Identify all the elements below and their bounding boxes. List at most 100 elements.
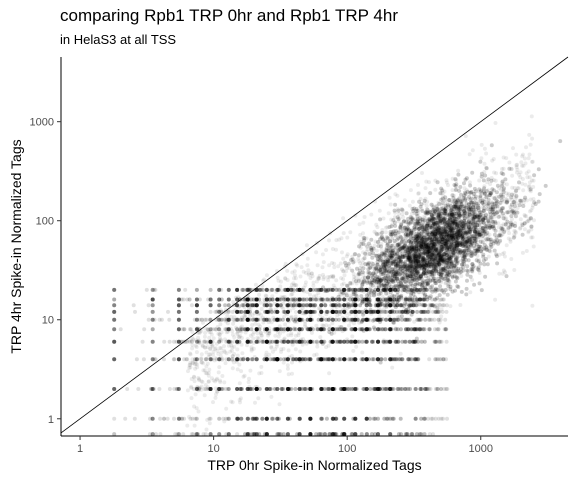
data-point <box>379 283 384 288</box>
data-point <box>475 253 480 258</box>
data-point <box>430 203 435 208</box>
data-point <box>204 357 209 362</box>
data-point <box>225 313 230 318</box>
data-point <box>496 221 501 226</box>
data-point <box>419 247 424 252</box>
data-point <box>397 264 402 269</box>
data-point <box>393 264 398 269</box>
data-point <box>399 293 404 298</box>
data-point <box>409 211 414 216</box>
data-point <box>375 240 380 244</box>
data-point <box>457 270 462 275</box>
data-point <box>530 203 535 208</box>
data-point <box>493 207 498 212</box>
data-point <box>364 252 369 257</box>
data-point <box>421 272 426 277</box>
data-point <box>392 274 397 279</box>
data-point <box>389 217 394 222</box>
data-point <box>464 248 469 253</box>
data-point <box>414 256 418 261</box>
data-point <box>459 289 464 294</box>
data-point <box>475 223 480 228</box>
data-point <box>477 258 482 263</box>
data-point <box>522 221 527 226</box>
data-point <box>464 286 469 291</box>
data-point <box>492 239 497 244</box>
data-point <box>267 331 272 336</box>
data-point <box>454 237 459 241</box>
data-point <box>446 282 450 287</box>
data-point <box>445 230 450 235</box>
data-point <box>372 243 377 248</box>
data-point <box>443 265 448 270</box>
data-point <box>250 323 255 327</box>
data-point <box>237 381 242 386</box>
data-point <box>308 276 313 280</box>
data-point <box>392 250 397 255</box>
data-point <box>446 204 451 209</box>
data-point <box>392 246 397 251</box>
data-point <box>515 170 519 175</box>
data-point <box>392 215 397 220</box>
data-point <box>425 223 430 228</box>
data-point <box>427 250 432 255</box>
data-point <box>469 224 474 229</box>
data-point <box>249 345 254 350</box>
data-point <box>346 261 351 266</box>
data-point <box>391 273 396 278</box>
data-point <box>239 369 244 374</box>
data-point <box>192 423 197 428</box>
data-point <box>314 352 319 357</box>
data-point <box>433 387 438 391</box>
data-point <box>388 202 393 207</box>
data-point <box>407 253 412 258</box>
data-point <box>250 332 255 337</box>
data-point <box>530 303 535 308</box>
data-point <box>425 255 430 259</box>
data-point <box>259 333 264 338</box>
data-point <box>409 230 414 235</box>
data-point <box>421 251 426 256</box>
data-point <box>308 313 313 318</box>
data-point <box>158 416 163 421</box>
data-point <box>345 387 350 391</box>
data-point <box>463 244 468 249</box>
data-point <box>229 399 234 404</box>
data-point <box>206 370 211 375</box>
data-point <box>112 357 117 362</box>
data-point <box>425 228 429 233</box>
data-point <box>476 215 481 220</box>
data-point <box>499 209 504 214</box>
data-point <box>420 217 425 222</box>
data-point <box>502 228 507 233</box>
data-point <box>194 406 199 411</box>
data-point <box>431 251 436 256</box>
data-point <box>474 265 478 270</box>
data-point <box>318 335 323 340</box>
data-point <box>450 248 455 253</box>
data-point <box>393 283 398 288</box>
data-point <box>482 243 487 247</box>
data-point <box>425 261 430 266</box>
data-point <box>515 206 520 210</box>
data-point <box>398 351 403 356</box>
data-point <box>527 132 532 137</box>
data-point <box>224 406 229 411</box>
data-point <box>341 216 346 221</box>
data-point <box>449 247 454 251</box>
data-point <box>362 215 367 219</box>
data-point <box>381 286 386 291</box>
data-point <box>386 236 391 241</box>
data-point <box>254 357 259 362</box>
data-point <box>433 214 438 219</box>
data-point <box>275 387 280 391</box>
data-point <box>390 293 395 298</box>
data-point <box>453 216 458 221</box>
data-point <box>338 261 343 266</box>
data-point <box>368 243 373 248</box>
data-point <box>414 244 419 249</box>
data-point <box>444 178 449 183</box>
data-point <box>450 237 455 242</box>
data-point <box>512 234 517 239</box>
data-point <box>394 257 399 261</box>
